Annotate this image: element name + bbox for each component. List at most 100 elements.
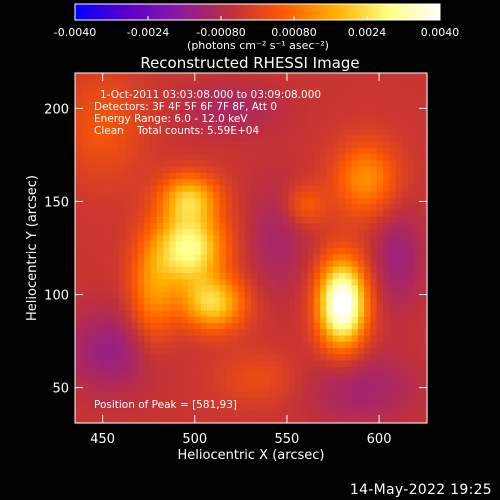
heatmap-cell xyxy=(420,316,428,324)
heatmap-cell xyxy=(244,341,252,349)
heatmap-cell xyxy=(351,198,359,205)
heatmap-cell xyxy=(288,141,296,149)
heatmap-cell xyxy=(106,391,114,399)
heatmap-cell xyxy=(87,410,95,418)
heatmap-cell xyxy=(188,116,196,124)
heatmap-cell xyxy=(307,266,315,274)
heatmap-cell xyxy=(87,116,95,124)
heatmap-cell xyxy=(301,110,309,118)
heatmap-cell xyxy=(345,266,353,274)
heatmap-cell xyxy=(232,341,240,349)
heatmap-cell xyxy=(345,241,353,249)
heatmap-cell xyxy=(332,204,340,212)
heatmap-cell xyxy=(357,298,365,305)
heatmap-cell xyxy=(81,285,89,293)
heatmap-cell xyxy=(150,248,158,255)
heatmap-cell xyxy=(169,91,177,99)
heatmap-cell xyxy=(351,316,359,324)
heatmap-cell xyxy=(219,85,227,93)
heatmap-cell xyxy=(307,129,315,137)
heatmap-cell xyxy=(332,360,340,368)
heatmap-cell xyxy=(200,85,208,93)
heatmap-cell xyxy=(169,154,177,162)
heatmap-cell xyxy=(175,104,183,112)
heatmap-cell xyxy=(238,141,246,149)
heatmap-cell xyxy=(219,410,227,418)
heatmap-cell xyxy=(376,366,384,374)
heatmap-cell xyxy=(364,260,372,268)
heatmap-cell xyxy=(119,73,126,80)
heatmap-cell xyxy=(244,173,252,180)
heatmap-cell xyxy=(87,73,95,80)
heatmap-cell xyxy=(169,173,177,180)
heatmap-cell xyxy=(420,385,428,393)
heatmap-cell xyxy=(282,354,290,362)
heatmap-cell xyxy=(106,235,114,243)
heatmap-cell xyxy=(420,416,428,424)
heatmap-cell xyxy=(207,166,214,174)
heatmap-cell xyxy=(207,141,214,149)
heatmap-cell xyxy=(364,223,372,230)
heatmap-cell xyxy=(376,229,384,237)
heatmap-cell xyxy=(313,323,321,330)
heatmap-cell xyxy=(144,335,152,343)
heatmap-cell xyxy=(219,129,227,137)
heatmap-cell xyxy=(232,366,240,374)
heatmap-cell xyxy=(389,166,397,174)
heatmap-cell xyxy=(339,185,346,193)
heatmap-cell xyxy=(169,204,177,212)
heatmap-cell xyxy=(219,141,227,149)
heatmap-cell xyxy=(307,366,315,374)
heatmap-cell xyxy=(339,266,346,274)
heatmap-cell xyxy=(181,304,189,312)
heatmap-cell xyxy=(200,98,208,105)
heatmap-cell xyxy=(395,316,403,324)
heatmap-cell xyxy=(125,391,133,399)
heatmap-cell xyxy=(106,198,114,205)
heatmap-cell xyxy=(219,404,227,412)
heatmap-cell xyxy=(295,73,302,80)
heatmap-cell xyxy=(301,223,309,230)
heatmap-cell xyxy=(207,329,214,337)
heatmap-cell xyxy=(251,248,258,255)
heatmap-cell xyxy=(401,179,409,187)
heatmap-cell xyxy=(200,241,208,249)
heatmap-cell xyxy=(75,204,82,212)
heatmap-cell xyxy=(232,379,240,387)
heatmap-cell xyxy=(87,273,95,280)
heatmap-cell xyxy=(414,391,422,399)
heatmap-cell xyxy=(339,410,346,418)
heatmap-cell xyxy=(339,354,346,362)
heatmap-cell xyxy=(156,104,164,112)
heatmap-cell xyxy=(225,98,233,105)
heatmap-cell xyxy=(75,160,82,168)
heatmap-cell xyxy=(288,310,296,318)
heatmap-cell xyxy=(93,229,101,237)
heatmap-cell xyxy=(307,154,315,162)
heatmap-cell xyxy=(251,98,258,105)
heatmap-cell xyxy=(125,123,133,130)
heatmap-cell xyxy=(93,210,101,218)
heatmap-cell xyxy=(112,223,120,230)
heatmap-cell xyxy=(370,373,378,380)
heatmap-cell xyxy=(232,335,240,343)
heatmap-cell xyxy=(276,173,284,180)
heatmap-cell xyxy=(345,335,353,343)
heatmap-cell xyxy=(395,179,403,187)
heatmap-cell xyxy=(119,391,126,399)
heatmap-cell xyxy=(401,304,409,312)
heatmap-cell xyxy=(307,135,315,143)
heatmap-cell xyxy=(119,348,126,355)
heatmap-cell xyxy=(175,404,183,412)
heatmap-cell xyxy=(295,285,302,293)
heatmap-cell xyxy=(251,341,258,349)
heatmap-cell xyxy=(364,110,372,118)
heatmap-cell xyxy=(137,229,145,237)
heatmap-cell xyxy=(244,373,252,380)
heatmap-cell xyxy=(225,141,233,149)
heatmap-cell xyxy=(106,373,114,380)
heatmap-cell xyxy=(87,291,95,299)
heatmap-cell xyxy=(150,135,158,143)
heatmap-cell xyxy=(364,291,372,299)
heatmap-cell xyxy=(339,360,346,368)
